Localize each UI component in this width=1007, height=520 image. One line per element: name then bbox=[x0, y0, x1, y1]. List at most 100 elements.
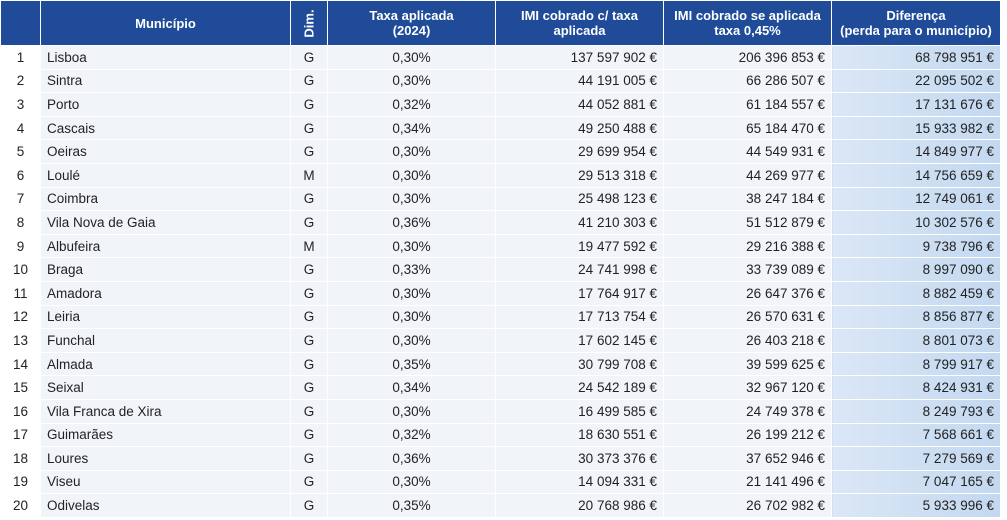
table-cell: G bbox=[290, 398, 328, 424]
table-cell: 65 184 470 € bbox=[663, 115, 832, 141]
table-cell: 10 bbox=[0, 257, 41, 282]
table-cell: 10 302 576 € bbox=[831, 210, 1001, 235]
table-cell: Coimbra bbox=[40, 186, 291, 212]
table-cell: 26 570 631 € bbox=[663, 304, 832, 330]
table-cell: Guimarães bbox=[40, 422, 291, 448]
table-cell: 26 702 982 € bbox=[663, 493, 832, 518]
table-cell: 15 933 982 € bbox=[831, 115, 1001, 141]
header-text: aplicada bbox=[553, 23, 606, 38]
table-cell: Loures bbox=[40, 446, 291, 471]
table-row: 16 Vila Franca de Xira G 0,30% 16 499 585 €2… bbox=[0, 398, 1001, 424]
table-row: 19 Viseu G 0,30% 14 094 331 €21 141 496 €7 0… bbox=[0, 469, 1001, 495]
table-row: 6 Loulé M 0,30% 29 513 318 €44 269 977 €14 7… bbox=[0, 162, 1001, 188]
table-cell: G bbox=[290, 257, 328, 282]
table-cell: 9 738 796 € bbox=[831, 233, 1001, 259]
header-text: Taxa aplicada bbox=[369, 8, 454, 23]
header-text: taxa 0,45% bbox=[714, 23, 781, 38]
table-cell: M bbox=[290, 162, 328, 188]
table-cell: 7 bbox=[0, 186, 41, 212]
table-cell: Vila Nova de Gaia bbox=[40, 210, 291, 235]
table-cell: 26 647 376 € bbox=[663, 280, 832, 306]
header-row: Município Dim. Taxa aplicada (2024) IMI cobr… bbox=[0, 0, 1001, 46]
table-cell: G bbox=[290, 351, 328, 377]
table-cell: 12 749 061 € bbox=[831, 186, 1001, 212]
table-cell: 44 269 977 € bbox=[663, 162, 832, 188]
header-cell: Taxa aplicada (2024) bbox=[327, 0, 496, 46]
table-cell: G bbox=[290, 92, 328, 117]
table-cell: 0,30% bbox=[327, 162, 496, 188]
table-cell: 32 967 120 € bbox=[663, 375, 832, 400]
table-cell: G bbox=[290, 375, 328, 400]
table-cell: 20 bbox=[0, 493, 41, 518]
table-cell: 0,30% bbox=[327, 469, 496, 495]
table-cell: G bbox=[290, 493, 328, 518]
table-cell: Braga bbox=[40, 257, 291, 282]
table-cell: 6 bbox=[0, 162, 41, 188]
table-cell: 8 249 793 € bbox=[831, 398, 1001, 424]
table-cell: 25 498 123 € bbox=[495, 186, 664, 212]
header-text: IMI cobrado c/ taxa bbox=[520, 8, 639, 23]
table-cell: 16 499 585 € bbox=[495, 398, 664, 424]
table-cell: 8 424 931 € bbox=[831, 375, 1001, 400]
table-cell: Sintra bbox=[40, 68, 291, 94]
table-cell: Seixal bbox=[40, 375, 291, 400]
table-cell: 24 542 189 € bbox=[495, 375, 664, 400]
table-cell: 14 756 659 € bbox=[831, 162, 1001, 188]
table-cell: 0,36% bbox=[327, 446, 496, 471]
table-row: 15 Seixal G 0,34% 24 542 189 €32 967 120 €8 … bbox=[0, 375, 1001, 400]
table-cell: Cascais bbox=[40, 115, 291, 141]
table-cell: G bbox=[290, 328, 328, 353]
table-cell: 0,34% bbox=[327, 375, 496, 400]
table-row: 20 Odivelas G 0,35% 20 768 986 €26 702 982 €… bbox=[0, 493, 1001, 518]
table-cell: 206 396 853 € bbox=[663, 45, 832, 70]
table-cell: 26 199 212 € bbox=[663, 422, 832, 448]
table-row: 18 Loures G 0,36% 30 373 376 €37 652 946 €7 … bbox=[0, 446, 1001, 471]
table-cell: Oeiras bbox=[40, 139, 291, 164]
table-cell: G bbox=[290, 186, 328, 212]
table-cell: G bbox=[290, 210, 328, 235]
table-cell: G bbox=[290, 469, 328, 495]
table-cell: 7 568 661 € bbox=[831, 422, 1001, 448]
table-cell: Porto bbox=[40, 92, 291, 117]
table-row: 10 Braga G 0,33% 24 741 998 €33 739 089 €8 9… bbox=[0, 257, 1001, 282]
table-cell: G bbox=[290, 422, 328, 448]
header-text: IMI cobrado se aplicada bbox=[674, 8, 821, 23]
header-cell: Município bbox=[40, 0, 291, 46]
table-cell: 0,30% bbox=[327, 398, 496, 424]
table-cell: Loulé bbox=[40, 162, 291, 188]
table-cell: 17 131 676 € bbox=[831, 92, 1001, 117]
table-cell: Albufeira bbox=[40, 233, 291, 259]
table-cell: 9 bbox=[0, 233, 41, 259]
table-cell: 0,30% bbox=[327, 139, 496, 164]
header-text: (perda para o município) bbox=[840, 23, 992, 38]
table-cell: 0,30% bbox=[327, 280, 496, 306]
table-cell: 29 513 318 € bbox=[495, 162, 664, 188]
table-cell: G bbox=[290, 139, 328, 164]
table-cell: 8 882 459 € bbox=[831, 280, 1001, 306]
table-cell: 44 191 005 € bbox=[495, 68, 664, 94]
header-cell bbox=[0, 0, 41, 46]
table-cell: 44 052 881 € bbox=[495, 92, 664, 117]
table-cell: 0,33% bbox=[327, 257, 496, 282]
table-cell: Almada bbox=[40, 351, 291, 377]
header-text: Diferença bbox=[886, 8, 946, 23]
table-cell: 0,32% bbox=[327, 422, 496, 448]
table-cell: 49 250 488 € bbox=[495, 115, 664, 141]
table-cell: 0,36% bbox=[327, 210, 496, 235]
table-cell: 15 bbox=[0, 375, 41, 400]
table-cell: Leiria bbox=[40, 304, 291, 330]
table-row: 9 Albufeira M 0,30% 19 477 592 €29 216 388 €… bbox=[0, 233, 1001, 259]
table-cell: 0,34% bbox=[327, 115, 496, 141]
table-cell: 5 bbox=[0, 139, 41, 164]
table-cell: 8 801 073 € bbox=[831, 328, 1001, 353]
table-cell: 18 630 551 € bbox=[495, 422, 664, 448]
table-cell: Amadora bbox=[40, 280, 291, 306]
table-cell: G bbox=[290, 45, 328, 70]
table-cell: 8 bbox=[0, 210, 41, 235]
table-cell: 18 bbox=[0, 446, 41, 471]
table-cell: 137 597 902 € bbox=[495, 45, 664, 70]
table-cell: 12 bbox=[0, 304, 41, 330]
table-cell: Viseu bbox=[40, 469, 291, 495]
table-cell: 0,30% bbox=[327, 186, 496, 212]
